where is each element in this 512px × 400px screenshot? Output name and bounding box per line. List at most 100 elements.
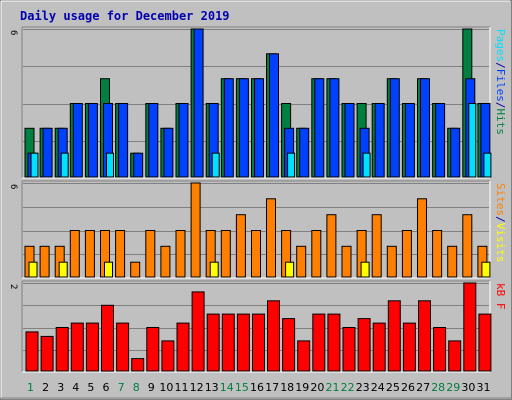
bar-kbytes-day-3 <box>55 327 69 372</box>
bar-kbytes-day-12 <box>191 291 205 372</box>
bar-kbytes-day-8 <box>131 358 145 372</box>
bar-kbytes-day-30 <box>463 282 477 372</box>
x-tick-label-day-10: 10 <box>159 381 173 394</box>
x-tick-label-day-18: 18 <box>280 381 294 394</box>
bar-kbytes-day-23 <box>357 318 371 372</box>
y-tick-label: 2 <box>8 284 18 289</box>
bar-kbytes-day-11 <box>176 322 190 372</box>
bar-sites-day-25 <box>386 245 397 278</box>
x-tick-label-day-15: 15 <box>235 381 249 394</box>
bar-sites-day-27 <box>417 198 427 278</box>
bar-files-day-19 <box>299 127 310 178</box>
x-tick-label-day-17: 17 <box>265 381 279 394</box>
y-tick-label: 6 <box>8 30 18 35</box>
bar-kbytes-day-25 <box>387 300 401 372</box>
legend-separator: / <box>494 62 507 69</box>
x-tick-label-day-25: 25 <box>386 381 400 394</box>
legend-item-visits: Visits <box>494 223 507 263</box>
bar-kbytes-day-20 <box>312 313 326 372</box>
x-tick-label-day-31: 31 <box>477 381 491 394</box>
legend-item-files: Files <box>494 69 507 102</box>
bar-files-day-14 <box>223 78 234 178</box>
x-tick-label-day-16: 16 <box>250 381 264 394</box>
bar-kbytes-day-4 <box>70 322 84 372</box>
bar-visits-day-23 <box>360 261 370 278</box>
panel-hits-files-pages: 6 Pages/Files/Hits <box>8 26 507 179</box>
bar-files-day-4 <box>72 103 83 178</box>
bar-kbytes-day-22 <box>342 327 356 372</box>
bar-files-day-17 <box>269 53 279 178</box>
bar-kbytes-day-7 <box>116 322 130 372</box>
bar-sites-day-4 <box>69 230 80 278</box>
bar-files-day-29 <box>450 127 461 178</box>
bar-files-day-25 <box>389 78 400 178</box>
bar-kbytes-day-28 <box>433 327 447 372</box>
bar-sites-day-22 <box>341 245 352 278</box>
bar-kbytes-day-17 <box>267 300 280 372</box>
bar-pages-day-13 <box>211 152 220 178</box>
x-tick-label-day-21: 21 <box>326 381 340 394</box>
x-tick-label-day-7: 7 <box>118 381 125 394</box>
panel-sites-visits: 6 Sites/Visits <box>8 180 507 279</box>
bar-pages-day-6 <box>106 152 114 178</box>
bar-kbytes-day-19 <box>297 340 311 372</box>
bar-sites-day-24 <box>371 214 382 278</box>
bar-sites-day-2 <box>39 245 50 278</box>
legend-hits-files-pages: Pages/Files/Hits <box>494 29 507 135</box>
bar-kbytes-day-6 <box>101 304 114 372</box>
legend-kbytes: kB F <box>494 283 507 310</box>
bar-files-day-8 <box>133 152 144 178</box>
bar-sites-day-16 <box>251 230 261 278</box>
bar-kbytes-day-26 <box>402 322 416 372</box>
bar-sites-day-19 <box>296 245 307 278</box>
bar-files-day-20 <box>314 78 325 178</box>
bar-pages-day-23 <box>362 152 371 178</box>
x-tick-label-day-28: 28 <box>431 381 445 394</box>
bar-files-day-22 <box>344 103 355 178</box>
bar-files-day-2 <box>42 127 53 178</box>
bar-kbytes-day-24 <box>372 322 386 372</box>
bar-pages-day-1 <box>30 152 39 178</box>
legend-item-sites: Sites <box>494 183 507 216</box>
x-tick-label-day-9: 9 <box>148 381 155 394</box>
x-tick-label-day-13: 13 <box>205 381 219 394</box>
bar-files-day-12 <box>193 28 204 178</box>
bar-files-day-5 <box>87 103 98 178</box>
legend-separator: / <box>494 216 507 223</box>
bar-sites-day-7 <box>115 230 126 278</box>
bar-visits-day-13 <box>209 261 219 278</box>
bar-kbytes-day-10 <box>161 340 175 372</box>
bar-kbytes-day-31 <box>478 313 492 372</box>
x-tick-label-day-24: 24 <box>371 381 385 394</box>
x-tick-label-day-8: 8 <box>133 381 140 394</box>
x-tick-label-day-6: 6 <box>103 381 110 394</box>
bar-files-day-28 <box>435 103 446 178</box>
x-tick-label-day-22: 22 <box>341 381 355 394</box>
legend-sites-visits: Sites/Visits <box>494 183 507 263</box>
x-tick-label-day-1: 1 <box>27 381 34 394</box>
bar-kbytes-day-15 <box>236 313 250 372</box>
bar-sites-day-21 <box>326 214 337 278</box>
bar-files-day-10 <box>163 127 174 178</box>
legend-item-hits: Hits <box>494 109 507 136</box>
x-tick-label-day-27: 27 <box>416 381 430 394</box>
bar-visits-day-6 <box>104 261 113 278</box>
bar-sites-day-26 <box>401 230 412 278</box>
bar-sites-day-10 <box>160 245 171 278</box>
x-tick-label-day-14: 14 <box>220 381 234 394</box>
bar-sites-day-17 <box>266 198 276 278</box>
bar-kbytes-day-21 <box>327 313 341 372</box>
bar-sites-day-8 <box>130 261 141 278</box>
x-tick-label-day-12: 12 <box>190 381 204 394</box>
bar-kbytes-day-9 <box>146 327 160 372</box>
x-tick-label-day-20: 20 <box>310 381 324 394</box>
bar-files-day-26 <box>404 103 415 178</box>
x-tick-label-day-30: 30 <box>461 381 475 394</box>
bar-kbytes-day-2 <box>40 335 54 372</box>
x-tick-label-day-2: 2 <box>42 381 49 394</box>
x-tick-label-day-4: 4 <box>72 381 79 394</box>
x-tick-label-day-5: 5 <box>87 381 94 394</box>
x-tick-label-day-23: 23 <box>356 381 370 394</box>
